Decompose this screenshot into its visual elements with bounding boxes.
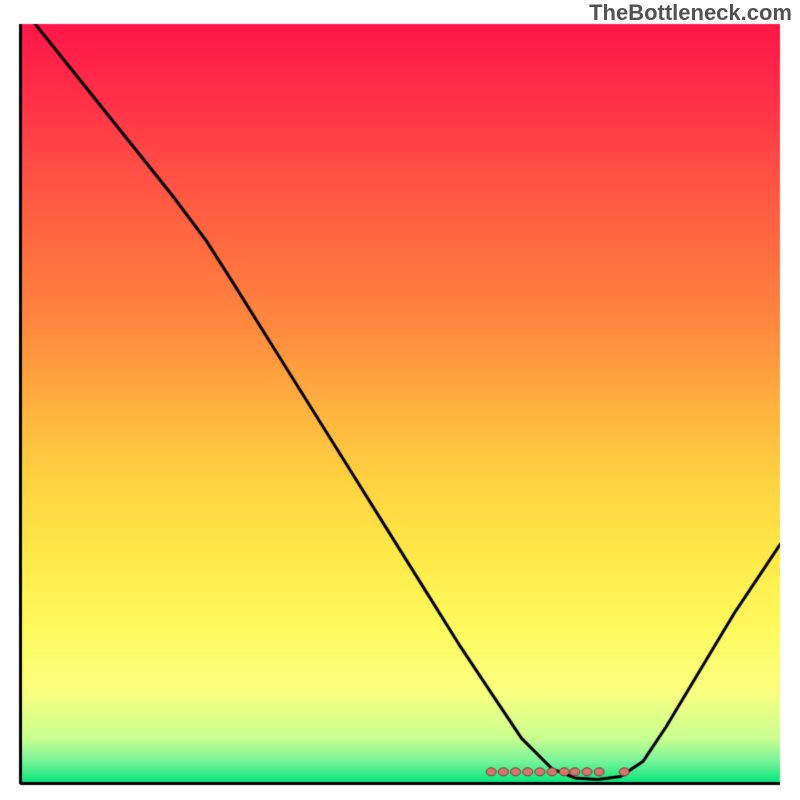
watermark-text: TheBottleneck.com [587,0,794,26]
chart-container: { "watermark": { "text": "TheBottleneck.… [0,0,800,800]
chart-canvas [0,0,800,800]
chart-canvas-wrap [0,0,800,800]
